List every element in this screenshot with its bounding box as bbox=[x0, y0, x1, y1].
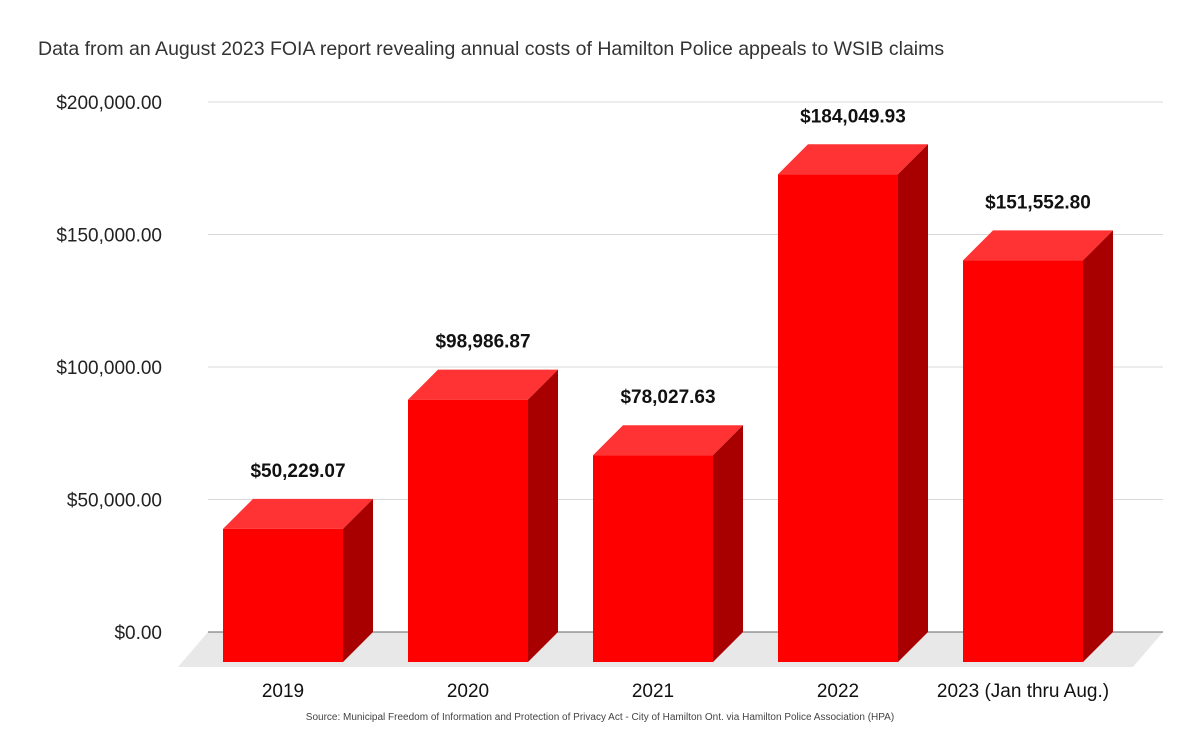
x-tick-label: 2023 (Jan thru Aug.) bbox=[937, 681, 1109, 702]
bar-top bbox=[593, 425, 743, 456]
bar-side bbox=[898, 144, 928, 662]
bar bbox=[593, 455, 713, 662]
chart-title: Data from an August 2023 FOIA report rev… bbox=[38, 38, 945, 60]
x-tick-label: 2022 bbox=[817, 681, 859, 702]
bar-side bbox=[713, 425, 743, 662]
y-tick-label: $50,000.00 bbox=[67, 491, 162, 512]
y-tick-label: $0.00 bbox=[114, 623, 162, 644]
bar-side bbox=[1083, 230, 1113, 663]
y-tick-label: $150,000.00 bbox=[56, 226, 162, 247]
bar-side bbox=[528, 369, 558, 662]
bar-top bbox=[778, 144, 928, 175]
x-tick-label: 2021 bbox=[632, 681, 674, 702]
data-label: $50,229.07 bbox=[250, 461, 345, 482]
bar bbox=[963, 260, 1083, 662]
bar-top bbox=[408, 369, 558, 400]
bar-top bbox=[223, 498, 373, 529]
bar-top bbox=[963, 230, 1113, 261]
x-tick-label: 2020 bbox=[447, 681, 489, 702]
bar-side bbox=[343, 498, 373, 662]
bar bbox=[223, 528, 343, 662]
data-label: $151,552.80 bbox=[985, 192, 1091, 213]
y-tick-label: $100,000.00 bbox=[56, 358, 162, 379]
data-label: $184,049.93 bbox=[800, 106, 906, 127]
bar bbox=[778, 174, 898, 662]
data-label: $98,986.87 bbox=[435, 332, 530, 353]
data-label: $78,027.63 bbox=[620, 387, 715, 408]
y-tick-label: $200,000.00 bbox=[56, 93, 162, 114]
x-tick-label: 2019 bbox=[262, 681, 304, 702]
source-note: Source: Municipal Freedom of Information… bbox=[305, 712, 895, 723]
bar bbox=[408, 399, 528, 662]
